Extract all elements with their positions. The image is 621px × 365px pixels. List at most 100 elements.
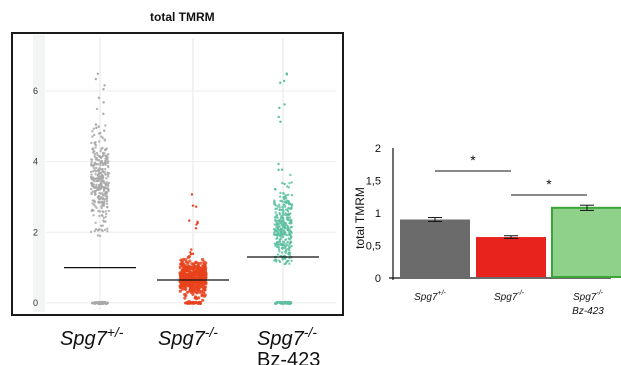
data-point xyxy=(95,78,97,80)
data-point xyxy=(90,163,92,165)
data-point xyxy=(108,182,110,184)
data-point xyxy=(192,253,194,255)
data-point xyxy=(192,273,195,276)
data-point xyxy=(288,182,290,184)
data-point xyxy=(95,207,97,209)
y-tick-label: 0 xyxy=(33,298,38,308)
data-point xyxy=(282,193,284,195)
data-point xyxy=(279,82,281,84)
data-point xyxy=(105,216,107,218)
data-point xyxy=(291,226,293,228)
data-point xyxy=(95,127,97,129)
data-point xyxy=(107,166,109,168)
data-point xyxy=(96,180,98,182)
data-point xyxy=(285,197,287,199)
data-point xyxy=(102,88,104,90)
data-point xyxy=(94,178,96,180)
data-point xyxy=(192,204,194,206)
bar-category-sublabel: Bz-423 xyxy=(572,306,604,317)
data-point xyxy=(275,216,277,218)
data-point xyxy=(104,186,106,188)
data-point xyxy=(101,301,104,304)
data-point xyxy=(97,188,99,190)
significance-star: * xyxy=(546,176,552,192)
data-point xyxy=(281,209,283,211)
data-point xyxy=(181,264,184,267)
data-point xyxy=(191,193,193,195)
data-point xyxy=(98,97,100,99)
data-point xyxy=(201,283,204,286)
data-point xyxy=(96,108,98,110)
data-point xyxy=(100,225,102,227)
data-point xyxy=(91,202,93,204)
data-point xyxy=(275,260,277,262)
data-point xyxy=(105,173,107,175)
data-point xyxy=(190,248,192,250)
data-point xyxy=(106,227,108,229)
data-point xyxy=(286,261,288,263)
data-point xyxy=(280,237,282,239)
data-point xyxy=(102,101,104,103)
data-point xyxy=(101,230,103,232)
y-tick-label: 4 xyxy=(33,157,38,167)
data-point xyxy=(281,243,283,245)
data-point xyxy=(107,173,109,175)
data-point xyxy=(100,182,102,184)
data-point xyxy=(284,251,286,253)
data-point xyxy=(281,206,283,208)
data-point xyxy=(192,287,195,290)
data-point xyxy=(104,229,106,231)
data-point xyxy=(204,261,207,264)
data-point xyxy=(198,271,201,274)
data-point xyxy=(95,144,97,146)
data-point xyxy=(284,213,286,215)
data-point xyxy=(101,203,103,205)
data-point xyxy=(290,207,292,209)
data-point xyxy=(283,80,285,82)
data-point xyxy=(93,162,95,164)
data-point xyxy=(278,204,280,206)
data-point xyxy=(98,198,100,200)
x-category-label: Spg7-/- xyxy=(158,324,218,350)
data-point xyxy=(92,214,94,216)
bar xyxy=(552,208,621,277)
data-point xyxy=(196,290,199,293)
data-point xyxy=(97,229,99,231)
data-point xyxy=(278,116,280,118)
data-point xyxy=(91,135,93,137)
x-category-label: Spg7-/- xyxy=(257,324,317,350)
data-point xyxy=(93,142,95,144)
data-point xyxy=(288,247,290,249)
data-point xyxy=(195,206,197,208)
data-point xyxy=(106,301,109,304)
y-tick-label: 6 xyxy=(33,86,38,96)
data-point xyxy=(106,206,108,208)
data-point xyxy=(95,167,97,169)
data-point xyxy=(102,179,104,181)
data-point xyxy=(197,264,200,267)
data-point xyxy=(277,163,279,165)
data-point xyxy=(103,129,105,131)
data-point xyxy=(184,273,187,276)
data-point xyxy=(288,243,290,245)
data-point xyxy=(277,220,279,222)
data-point xyxy=(95,184,97,186)
data-point xyxy=(93,186,95,188)
data-point xyxy=(195,227,197,229)
data-point xyxy=(203,273,206,276)
data-point xyxy=(282,220,284,222)
data-point xyxy=(102,211,104,213)
data-point xyxy=(184,288,187,291)
data-point xyxy=(99,235,101,237)
data-point xyxy=(284,239,286,241)
data-point xyxy=(93,128,95,130)
data-point xyxy=(101,147,103,149)
data-point xyxy=(291,194,293,196)
data-point xyxy=(282,236,284,238)
data-point xyxy=(97,73,99,75)
data-point xyxy=(97,210,99,212)
data-point xyxy=(281,169,283,171)
data-point xyxy=(283,204,285,206)
data-point xyxy=(105,191,107,193)
data-point xyxy=(103,152,105,154)
